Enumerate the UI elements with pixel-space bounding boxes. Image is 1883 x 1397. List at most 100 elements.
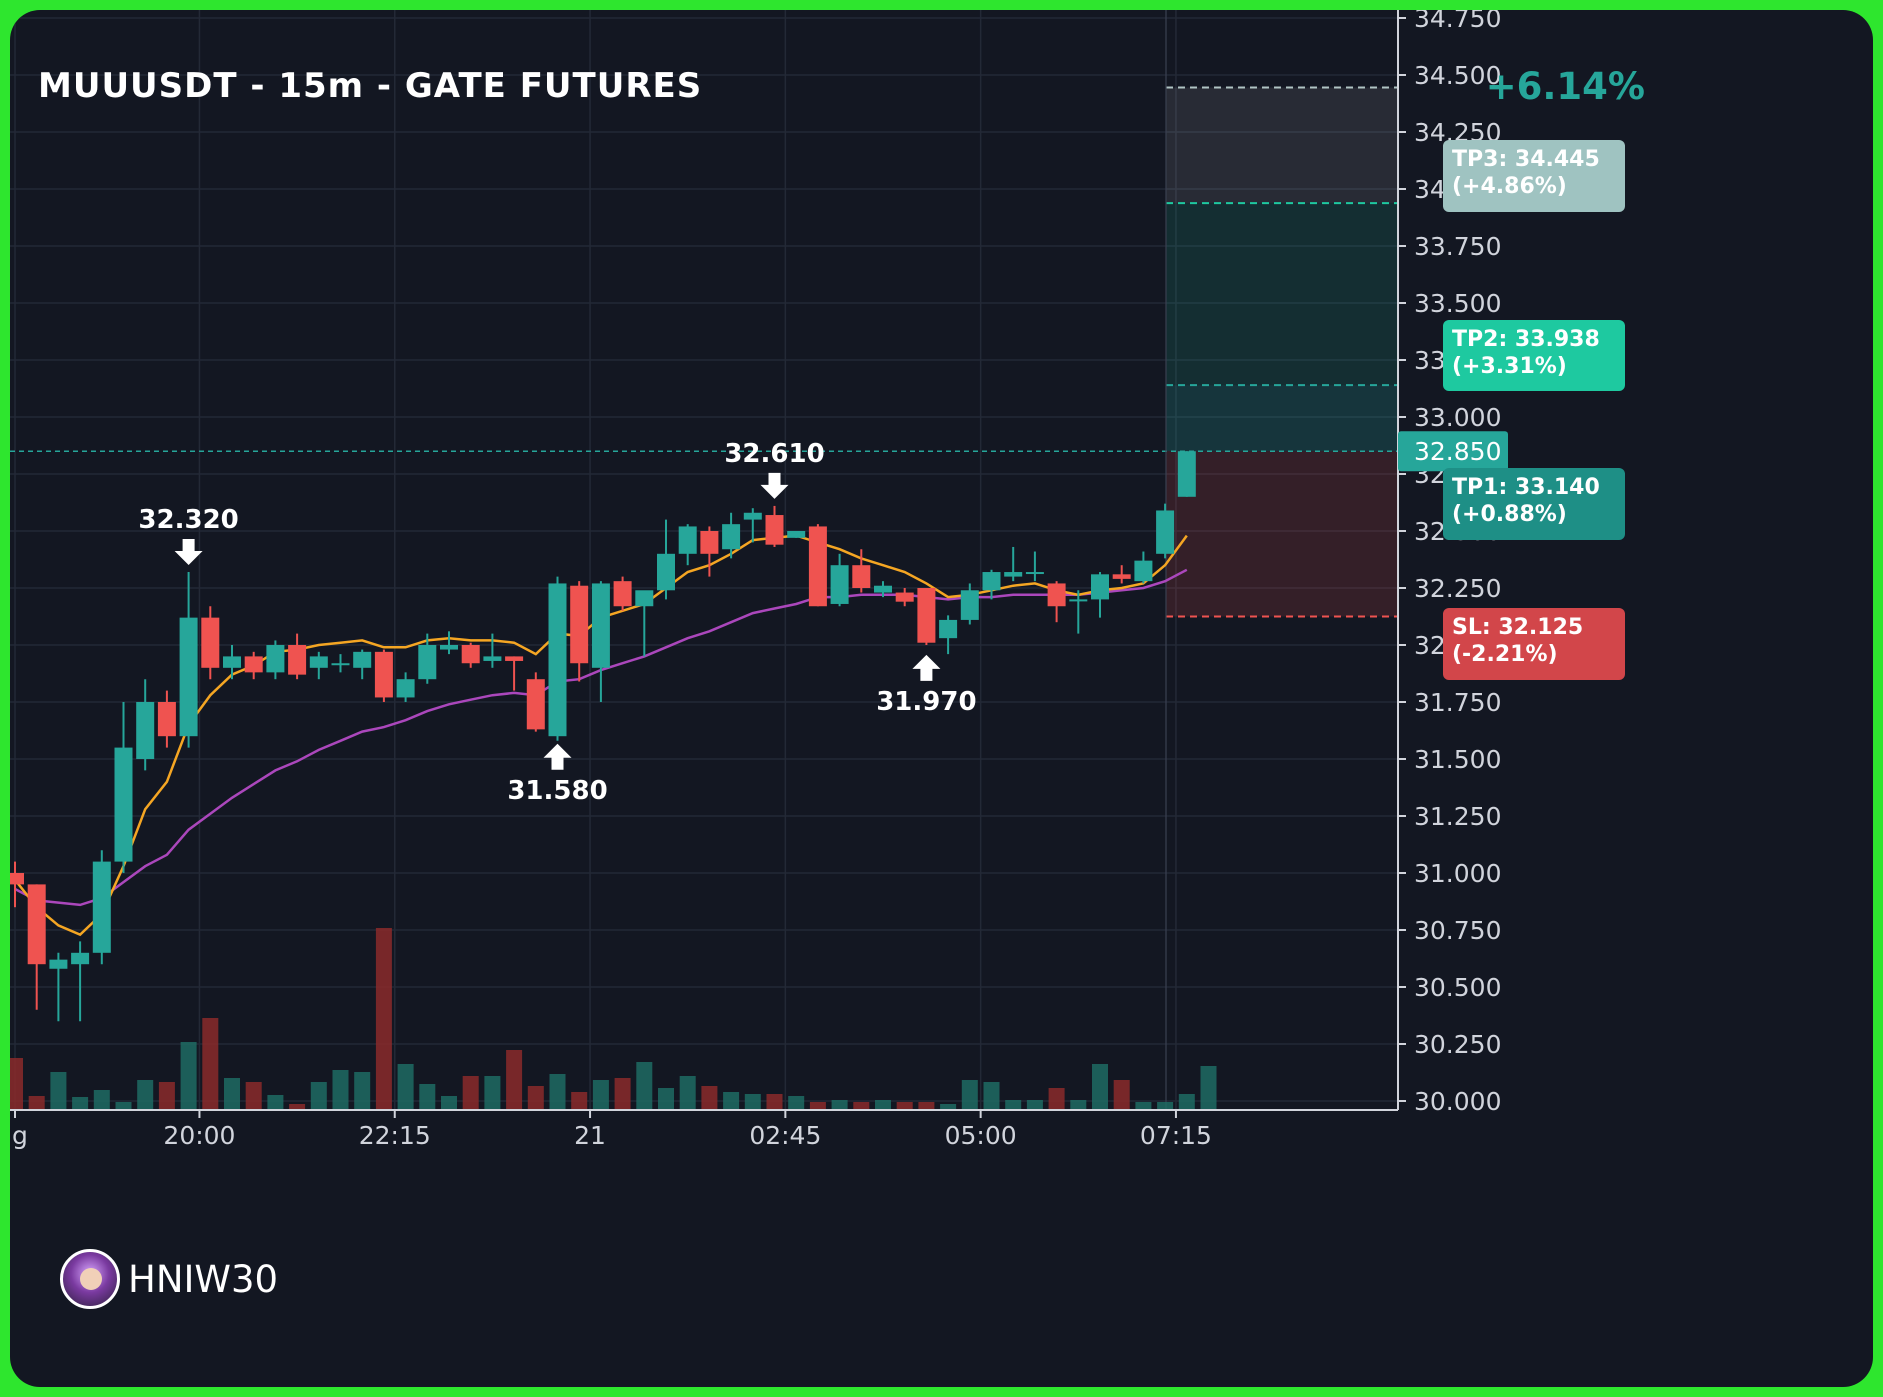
volume-bar: [441, 1096, 457, 1110]
candle-body: [1134, 560, 1153, 582]
chart-title: MUUUSDT - 15m - GATE FUTURES: [38, 66, 703, 106]
candle-body: [700, 531, 719, 554]
volume-bar: [202, 1018, 219, 1110]
candle-body: [10, 873, 24, 885]
candle-up: [71, 941, 90, 1022]
volume-bar: [375, 928, 392, 1110]
volume-bar: [549, 1074, 566, 1110]
candle-body: [657, 553, 675, 591]
candle-down: [1112, 565, 1131, 584]
candle-down: [244, 651, 263, 680]
swing-low-label: 31.970: [876, 687, 976, 717]
volume-bar: [831, 1100, 848, 1110]
arrow-up-icon: [543, 743, 572, 770]
candle-up: [678, 524, 697, 566]
volume-bar: [592, 1080, 609, 1110]
volume-bar: [766, 1094, 783, 1110]
candle-down: [288, 633, 307, 680]
candle-body: [526, 679, 545, 730]
time-tick-label: 20:00: [163, 1121, 235, 1150]
price-tick-label: 32.250: [1414, 574, 1501, 603]
candle-body: [353, 651, 372, 668]
candle-down: [808, 524, 827, 607]
tp2-price-text: TP2: 33.938: [1452, 327, 1600, 352]
candle-up: [1156, 503, 1175, 559]
price-tick-label: 33.000: [1414, 403, 1501, 432]
candle-up: [874, 581, 892, 598]
volume-bar: [1070, 1100, 1087, 1110]
trade-zones: [10, 10, 1398, 1110]
candle-body: [1156, 510, 1175, 554]
volume-bar: [1113, 1080, 1130, 1110]
candle-up: [787, 531, 806, 538]
chart-panel: 32.320 31.580 32.610 31.970 34.750 34.500 34.…: [10, 10, 1873, 1387]
volume-bar: [115, 1102, 132, 1110]
candle-up: [939, 615, 958, 655]
time-tick-label: 21: [574, 1121, 606, 1150]
volume-bar: [896, 1102, 913, 1110]
price-annotations: 32.320 31.580 32.610 31.970: [138, 439, 976, 806]
volume-bar: [419, 1084, 436, 1110]
volume-bar: [1092, 1064, 1108, 1110]
time-tick-label: 05:00: [945, 1121, 1017, 1150]
price-tick: 30.500: [1398, 973, 1501, 1002]
candle-up: [635, 590, 654, 657]
candle-body: [136, 702, 155, 759]
tp2-percent-text: (+3.31%): [1452, 354, 1567, 379]
candle-body: [960, 590, 979, 620]
candle-body: [92, 861, 111, 953]
volume-bar: [1157, 1102, 1174, 1110]
tp1-price-text: TP1: 33.140: [1452, 475, 1600, 500]
candle-body: [179, 617, 198, 737]
candle-up: [223, 645, 241, 680]
candle-body: [114, 747, 133, 862]
candle-up: [1004, 546, 1023, 582]
candle-body: [982, 572, 1001, 591]
time-tick: 07:15: [1140, 1110, 1212, 1150]
candle-body: [548, 583, 567, 737]
tp1-percent-text: (+0.88%): [1452, 502, 1567, 527]
candle-body: [288, 645, 307, 675]
candle-up: [396, 672, 415, 702]
volume-bar: [723, 1092, 740, 1110]
tp3-percent-text: (+4.86%): [1452, 174, 1567, 199]
volume-bar: [310, 1082, 327, 1110]
price-tick-label: 30.000: [1414, 1087, 1501, 1116]
candle-body: [309, 656, 328, 668]
arrow-up-icon: [912, 654, 941, 681]
candle-body: [939, 619, 958, 639]
candle-body: [743, 512, 762, 520]
price-tick-label: 31.500: [1414, 745, 1501, 774]
volume-bar: [484, 1076, 501, 1110]
time-axis: g 20:00 22:15 21 02:45 05:00 07:15: [10, 1109, 1398, 1150]
price-tick: 30.250: [1398, 1030, 1501, 1059]
candle-up: [657, 519, 675, 600]
candle-up: [114, 702, 133, 873]
price-tick: 33.500: [1398, 289, 1501, 318]
time-tick: 02:45: [749, 1110, 821, 1150]
candle-up: [1177, 451, 1196, 497]
tp2-label: TP2: 33.938 (+3.31%): [1443, 320, 1625, 391]
price-tick-label: 34.750: [1414, 10, 1501, 33]
candle-body: [570, 585, 589, 664]
candle-up: [353, 649, 372, 680]
candle-body: [396, 679, 415, 698]
tp1-zone: [1166, 385, 1398, 452]
candle-up: [1069, 590, 1088, 634]
candle-down: [852, 549, 871, 593]
candle-up: [179, 572, 198, 748]
volume-bar: [462, 1076, 479, 1110]
candle-down: [10, 861, 24, 908]
price-tick: 30.000: [1398, 1087, 1501, 1116]
candle-body: [874, 585, 892, 593]
candle-up: [743, 508, 762, 543]
candle-body: [1091, 574, 1109, 600]
volume-bar: [983, 1082, 1000, 1110]
swing-low-marker: 31.580: [507, 743, 608, 806]
candle-body: [461, 645, 480, 664]
volume-bar: [332, 1070, 349, 1110]
author-badge[interactable]: HNIW30: [60, 1247, 278, 1311]
candle-body: [613, 581, 632, 607]
time-tick: 20:00: [163, 1110, 235, 1150]
